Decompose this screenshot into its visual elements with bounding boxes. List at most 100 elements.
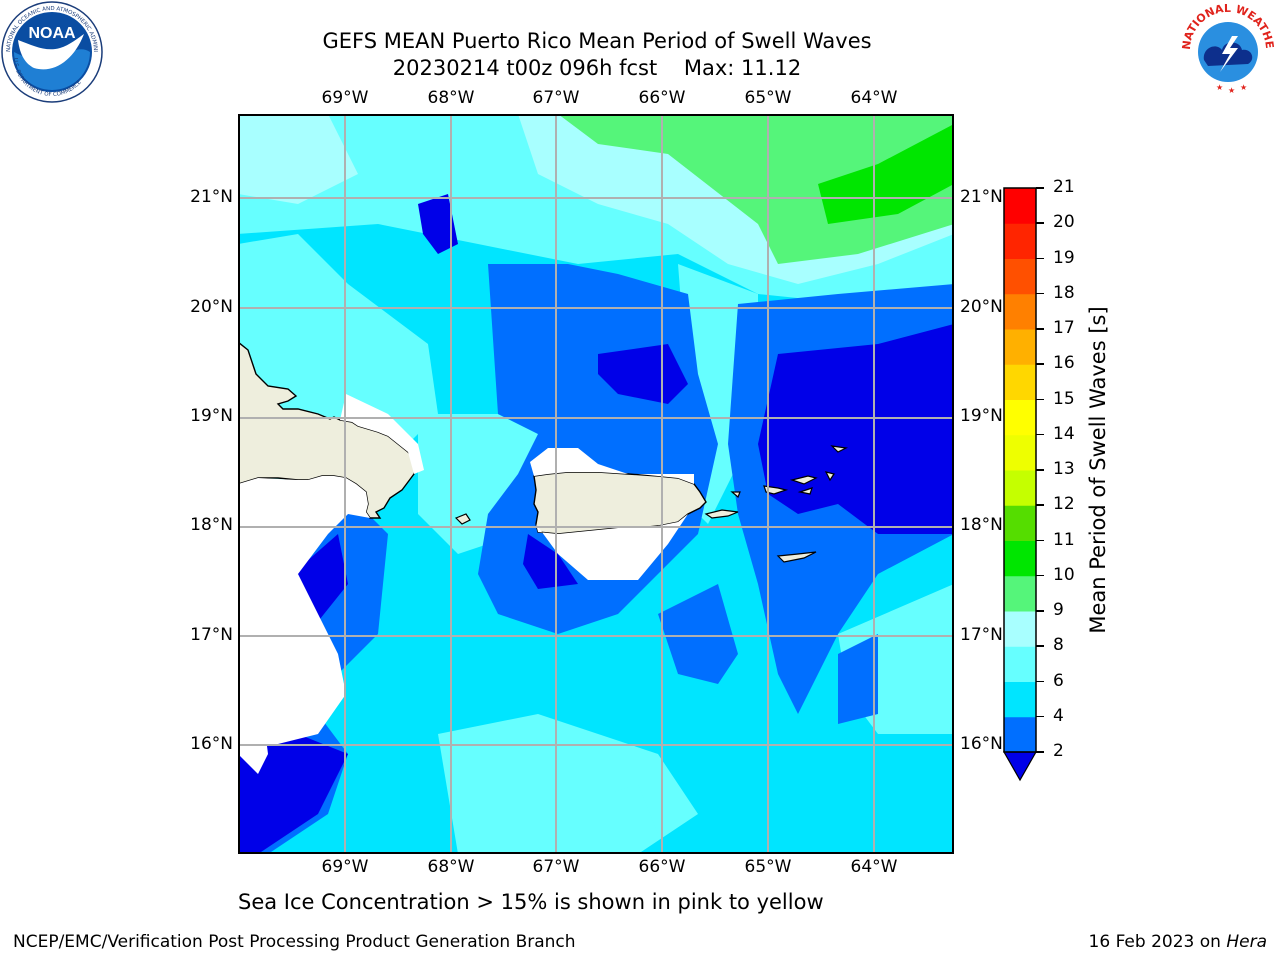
- colorbar-tick-label: 9: [1053, 600, 1064, 620]
- colorbar-tick: [1036, 574, 1044, 577]
- swell-field-under-2: [758, 324, 953, 534]
- lon-label: 67°W: [532, 88, 580, 108]
- colorbar-tick-label: 18: [1053, 282, 1075, 303]
- colorbar-tick-label: 6: [1053, 670, 1064, 691]
- colorbar-tick-label: 4: [1053, 705, 1064, 726]
- lon-label: 68°W: [427, 857, 475, 877]
- swell-field-under-2: [239, 734, 348, 853]
- st-croix-island: [776, 551, 817, 563]
- lon-label: 69°W: [321, 88, 369, 108]
- colorbar-tick-label: 2: [1053, 741, 1064, 761]
- colorbar-tick-label: 10: [1053, 564, 1075, 585]
- lon-label: 64°W: [850, 88, 898, 108]
- noaa-logo-icon: NOAA NATIONAL OCEANIC AND ATMOSPHERIC AD…: [0, 0, 103, 103]
- producer-credit: NCEP/EMC/Verification Post Processing Pr…: [13, 932, 576, 952]
- colorbar-tick-label: 21: [1053, 177, 1075, 197]
- generation-date-text: 16 Feb 2023 on: [1088, 932, 1221, 952]
- colorbar-tick: [1036, 539, 1044, 541]
- lat-label: 16°N: [960, 734, 1003, 754]
- swell-period-map: [238, 114, 954, 854]
- colorbar-title: Mean Period of Swell Waves [s]: [1086, 306, 1110, 634]
- colorbar-band: [1004, 188, 1036, 224]
- colorbar: [1002, 187, 1038, 782]
- colorbar-tick-label: 15: [1053, 388, 1075, 409]
- colorbar-tick-label: 12: [1053, 494, 1075, 515]
- colorbar-band: [1004, 223, 1036, 259]
- colorbar-under-arrow: [1002, 751, 1038, 782]
- colorbar-band: [1004, 399, 1036, 436]
- colorbar-tick: [1036, 363, 1044, 365]
- colorbar-tick: [1036, 398, 1044, 400]
- no-data-mask: [638, 474, 694, 484]
- lon-label: 65°W: [744, 88, 792, 108]
- colorbar-tick: [1036, 328, 1044, 330]
- colorbar-tick-label: 8: [1053, 635, 1064, 656]
- colorbar-tick: [1036, 610, 1044, 612]
- swell-field-2-4: [658, 584, 738, 684]
- colorbar-tick: [1036, 222, 1044, 224]
- colorbar-tick: [1036, 680, 1044, 682]
- colorbar-tick: [1036, 645, 1044, 647]
- lon-label: 66°W: [638, 857, 686, 877]
- colorbar-band: [1004, 681, 1036, 718]
- virgin-islands: [730, 445, 848, 498]
- colorbar-band: [1004, 434, 1036, 471]
- colorbar-tick: [1036, 433, 1044, 436]
- map-subtitle: 20230214 t00z 096h fcst Max: 11.12: [392, 56, 802, 80]
- swell-field-9-10: [559, 115, 953, 264]
- colorbar-tick-label: 11: [1053, 529, 1075, 550]
- colorbar-tick: [1036, 469, 1044, 471]
- colorbar-band: [1004, 575, 1036, 612]
- no-data-mask: [239, 476, 370, 774]
- svg-text:★: ★: [1240, 83, 1247, 92]
- colorbar-band: [1004, 540, 1036, 577]
- swell-field-under-2: [598, 344, 688, 404]
- swell-field-under-2: [523, 534, 578, 589]
- colorbar-band: [1004, 258, 1036, 295]
- map-title: GEFS MEAN Puerto Rico Mean Period of Swe…: [322, 29, 872, 53]
- colorbar-tick-label: 14: [1053, 423, 1075, 444]
- vieques-island: [704, 509, 739, 519]
- lat-label: 19°N: [190, 406, 233, 426]
- no-data-mask: [536, 514, 688, 580]
- colorbar-band: [1004, 646, 1036, 682]
- lat-label: 17°N: [190, 625, 233, 645]
- colorbar-band: [1004, 505, 1036, 541]
- swell-field-8-9: [239, 115, 358, 204]
- swell-field-2-4: [838, 634, 878, 724]
- lon-label: 67°W: [532, 857, 580, 877]
- lon-label: 64°W: [850, 857, 898, 877]
- lon-label: 68°W: [427, 88, 475, 108]
- colorbar-tick: [1036, 715, 1044, 718]
- colorbar-band: [1004, 470, 1036, 506]
- colorbar-tick-label: 16: [1053, 353, 1075, 374]
- lat-label: 18°N: [190, 515, 233, 535]
- colorbar-band: [1004, 364, 1036, 400]
- no-data-mask: [239, 574, 346, 744]
- svg-text:★: ★: [1228, 86, 1235, 95]
- host-name: Hera: [1226, 932, 1267, 952]
- lat-label: 21°N: [190, 187, 233, 207]
- colorbar-band: [1004, 611, 1036, 647]
- swell-field-6-8: [578, 784, 658, 844]
- colorbar-tick: [1036, 504, 1044, 506]
- graticule: [239, 115, 953, 853]
- lon-label: 69°W: [321, 857, 369, 877]
- lat-label: 20°N: [960, 297, 1003, 317]
- lat-label: 17°N: [960, 625, 1003, 645]
- mona-island: [454, 513, 471, 525]
- lat-label: 18°N: [960, 515, 1003, 535]
- no-data-mask: [530, 448, 628, 476]
- swell-field-under-2: [418, 194, 458, 254]
- colorbar-tick: [1036, 187, 1044, 189]
- lat-label: 21°N: [960, 187, 1003, 207]
- generation-date: 16 Feb 2023 on Hera: [1089, 932, 1267, 952]
- nws-logo-icon: NATIONAL WEATHER SERVICE ★ ★ ★: [1176, 0, 1276, 96]
- swell-field-10-11: [818, 124, 953, 224]
- lon-label: 65°W: [744, 857, 792, 877]
- colorbar-tick-label: 13: [1053, 459, 1075, 479]
- no-data-mask: [340, 394, 424, 474]
- svg-text:NOAA: NOAA: [28, 25, 76, 42]
- lat-label: 16°N: [190, 734, 233, 754]
- lat-label: 19°N: [960, 406, 1003, 426]
